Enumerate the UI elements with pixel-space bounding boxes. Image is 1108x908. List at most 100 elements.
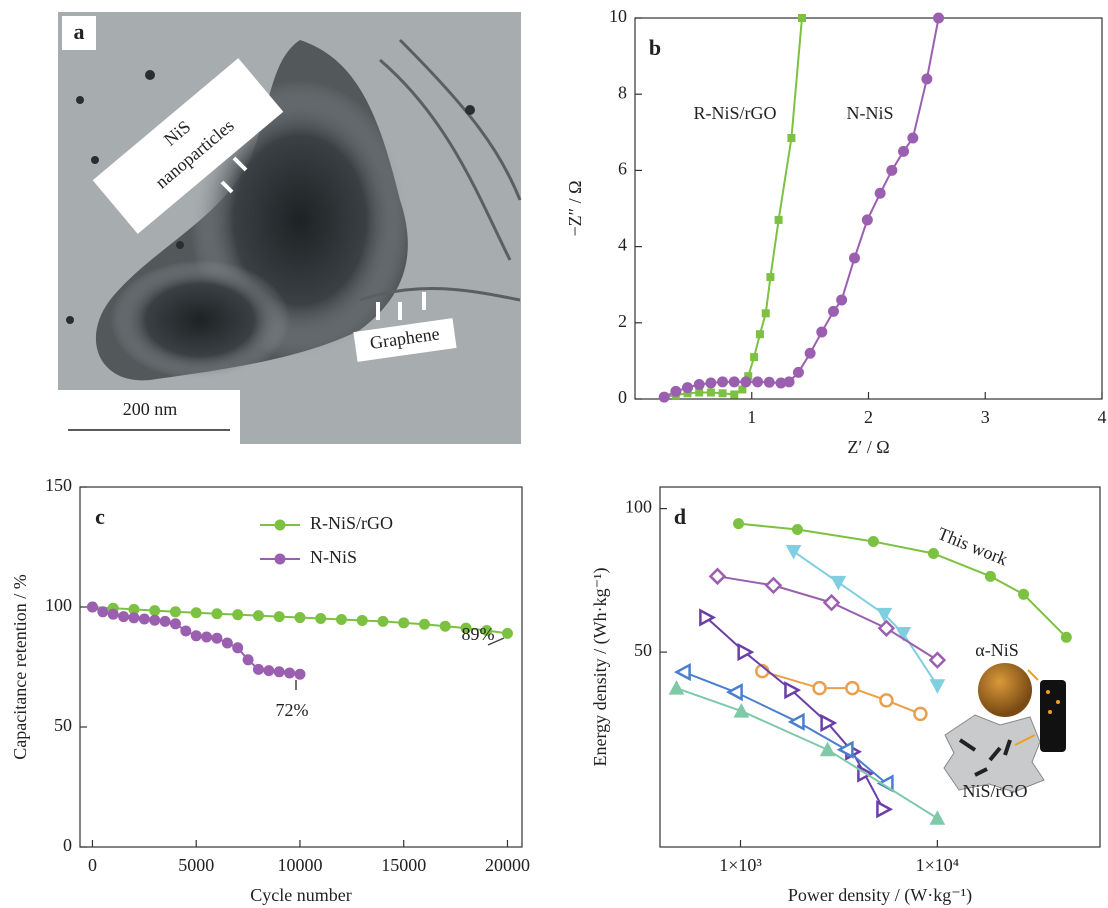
marker	[315, 613, 327, 625]
marker	[929, 810, 946, 825]
marker	[907, 132, 919, 144]
marker	[201, 631, 213, 643]
marker	[879, 693, 894, 708]
marker	[750, 353, 759, 362]
marker	[273, 666, 285, 678]
x-tick-label: 20000	[485, 855, 530, 875]
marker	[766, 273, 775, 282]
marker	[886, 164, 898, 176]
marker	[725, 683, 743, 702]
marker	[895, 626, 912, 642]
marker	[86, 601, 98, 613]
series-line	[676, 687, 938, 820]
panel-label: a	[74, 19, 85, 44]
x-tick-label: 1×10⁴	[916, 855, 959, 875]
marker	[699, 608, 717, 627]
y-tick-label: 50	[54, 715, 72, 735]
series-label: R-NiS/rGO	[693, 103, 776, 123]
marker	[755, 330, 764, 339]
marker	[695, 388, 704, 397]
y-tick-label: 50	[634, 640, 652, 660]
x-tick-label: 5000	[178, 855, 214, 875]
marker	[658, 391, 670, 403]
marker	[787, 712, 805, 731]
x-tick-label: 0	[88, 855, 97, 875]
marker	[876, 800, 894, 819]
marker	[898, 145, 910, 157]
y-tick-label: 4	[618, 235, 627, 255]
x-tick-label: 15000	[381, 855, 426, 875]
marker	[874, 187, 886, 199]
micrograph: NiS nanoparticles Graphene	[58, 12, 522, 444]
marker	[460, 622, 472, 634]
marker	[97, 606, 109, 618]
marker	[827, 305, 839, 317]
x-tick-label: 4	[1098, 407, 1107, 427]
marker	[845, 680, 860, 696]
series-line	[738, 522, 1068, 639]
marker	[180, 625, 192, 637]
marker	[668, 680, 685, 695]
marker	[733, 518, 745, 530]
marker	[928, 651, 947, 669]
y-tick-label: 0	[63, 835, 72, 855]
series-line	[664, 17, 803, 399]
marker	[927, 548, 939, 560]
plot-frame	[659, 486, 1101, 848]
legend-label: N-NiS	[310, 547, 357, 567]
marker	[294, 612, 306, 624]
series-line	[705, 616, 885, 810]
annotation: NiS/rGO	[962, 781, 1027, 801]
marker	[149, 614, 161, 626]
marker	[673, 662, 691, 682]
marker	[784, 681, 802, 700]
plot-area	[86, 601, 513, 680]
marker	[787, 134, 796, 143]
series-line	[717, 575, 938, 661]
annotation: 72%	[276, 700, 309, 720]
annotation: 89%	[462, 624, 495, 644]
x-axis-label: Cycle number	[250, 885, 351, 905]
plot-frame	[79, 486, 523, 848]
marker	[294, 668, 306, 680]
marker	[819, 741, 836, 757]
marker	[242, 654, 254, 666]
annotation: This work	[935, 523, 1011, 569]
panel-label: c	[95, 504, 105, 529]
marker	[876, 607, 893, 623]
marker	[792, 366, 804, 378]
x-tick-label: 2	[864, 407, 873, 427]
marker	[706, 388, 715, 397]
marker	[252, 610, 264, 622]
marker	[501, 627, 513, 639]
marker	[791, 523, 803, 535]
annotation-arrow	[487, 637, 505, 646]
x-tick-label: 3	[981, 407, 990, 427]
marker	[717, 376, 729, 388]
marker	[211, 608, 223, 620]
marker	[921, 73, 933, 85]
marker	[929, 679, 946, 694]
marker	[867, 536, 879, 548]
x-tick-label: 1	[747, 407, 756, 427]
marker	[785, 544, 802, 560]
marker	[816, 326, 828, 338]
marker	[232, 609, 244, 621]
marker	[728, 376, 740, 388]
marker	[418, 618, 430, 630]
marker	[877, 619, 896, 638]
panel-label: d	[674, 504, 686, 529]
marker	[107, 608, 119, 620]
marker	[682, 382, 694, 394]
marker	[830, 575, 847, 591]
marker	[169, 618, 181, 630]
marker	[718, 389, 727, 398]
marker	[1060, 631, 1072, 643]
y-axis-label: Energy density / (Wh·kg⁻¹)	[590, 567, 611, 766]
marker	[481, 625, 493, 637]
marker	[169, 606, 181, 618]
plot-area	[658, 12, 945, 403]
marker	[783, 376, 795, 388]
marker	[820, 713, 838, 733]
